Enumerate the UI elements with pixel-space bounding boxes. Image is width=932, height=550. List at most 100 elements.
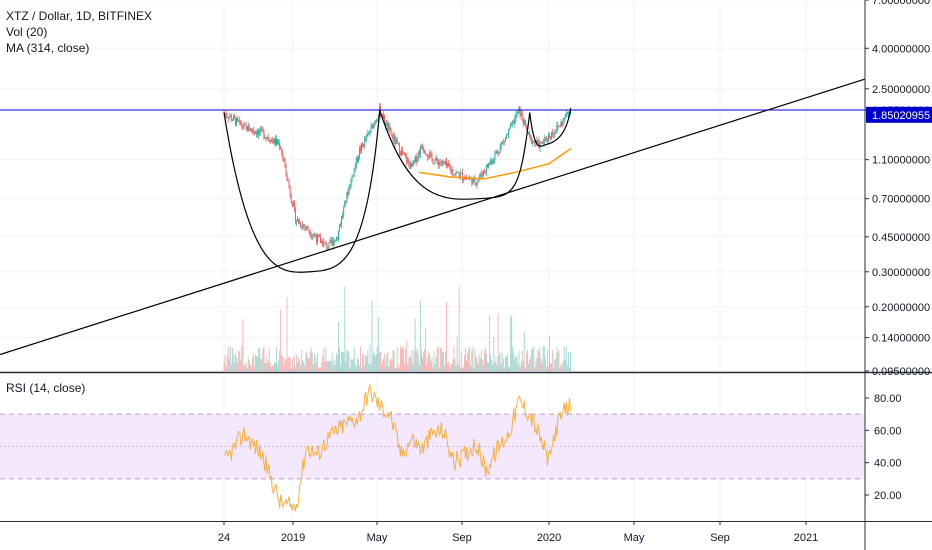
volume-bar xyxy=(501,352,503,371)
volume-bar xyxy=(544,356,546,371)
candle-body xyxy=(502,140,504,142)
volume-bar xyxy=(346,350,348,371)
candle-body xyxy=(413,160,415,162)
volume-bar xyxy=(480,350,482,371)
volume-bar xyxy=(390,358,392,371)
candle-body xyxy=(258,130,260,135)
drawn-overlays[interactable] xyxy=(0,78,866,356)
candle-body xyxy=(309,231,311,236)
volume-bar xyxy=(423,352,424,371)
volume-bar xyxy=(355,366,357,371)
volume-bar xyxy=(428,351,430,371)
candle-body xyxy=(280,147,282,150)
candle-body xyxy=(525,124,527,129)
candle-body xyxy=(307,226,309,231)
volume-bar xyxy=(401,349,402,371)
volume-bar xyxy=(457,363,459,371)
candle-body xyxy=(347,192,349,195)
candle-body xyxy=(264,137,266,139)
volume-bar xyxy=(445,351,446,371)
volume-bar xyxy=(433,351,435,371)
price-tick-label: 7.00000000 xyxy=(872,0,930,7)
candle-body xyxy=(261,128,263,130)
candle-body xyxy=(435,157,437,161)
candle-body xyxy=(561,121,563,125)
volume-bar xyxy=(234,363,235,371)
candle-body xyxy=(361,143,362,152)
candle-body xyxy=(238,119,240,122)
candle-body xyxy=(396,139,398,144)
candle-body xyxy=(409,163,411,169)
candle-body xyxy=(350,179,352,188)
rsi-indicator-label[interactable]: RSI (14, close) xyxy=(6,381,86,395)
candle-body xyxy=(537,140,539,141)
volume-bar xyxy=(408,357,410,371)
volume-bar xyxy=(563,346,565,371)
candle-body xyxy=(446,161,448,166)
volume-bar xyxy=(532,348,534,371)
volume-bar xyxy=(302,360,304,371)
volume-bar xyxy=(347,350,349,371)
volume-bar xyxy=(243,365,245,371)
ma-indicator-label[interactable]: MA (314, close) xyxy=(6,41,90,55)
candle-body xyxy=(290,194,292,202)
candle-body xyxy=(536,140,538,143)
candle-body xyxy=(356,157,358,161)
volume-bar xyxy=(227,346,229,371)
time-tick-label: 2021 xyxy=(794,532,818,544)
candle-body xyxy=(498,152,500,154)
ascending-trendline[interactable] xyxy=(0,78,866,356)
volume-bar xyxy=(387,351,389,371)
candle-body xyxy=(517,110,519,115)
volume-bar xyxy=(376,346,378,371)
volume-bar xyxy=(230,364,232,371)
candle-body xyxy=(343,207,345,215)
volume-bar xyxy=(475,356,477,371)
volume-bar xyxy=(527,349,528,371)
candle-body xyxy=(289,187,291,195)
volume-indicator-label[interactable]: Vol (20) xyxy=(6,25,48,39)
volume-bar xyxy=(350,358,352,371)
volume-bar xyxy=(325,346,327,371)
symbol-title[interactable]: XTZ / Dollar, 1D, BITFINEX xyxy=(6,9,153,23)
volume-bar xyxy=(512,346,514,371)
candle-body xyxy=(257,132,259,135)
candle-body xyxy=(456,171,458,173)
volume-bar xyxy=(339,347,340,371)
volume-bar xyxy=(570,352,571,371)
volume-bar xyxy=(371,300,373,371)
candle-body xyxy=(236,118,238,125)
volume-bar xyxy=(511,315,513,371)
volume-bar xyxy=(326,361,328,371)
volume-bar xyxy=(299,360,301,371)
time-tick-label: 2020 xyxy=(537,532,561,544)
candle-body xyxy=(359,148,360,157)
cup-curve-2[interactable] xyxy=(379,110,531,200)
candle-body xyxy=(512,120,514,124)
volume-bar xyxy=(509,366,511,371)
candle-body xyxy=(335,237,337,242)
volume-bar xyxy=(407,364,409,371)
candle-body xyxy=(296,221,297,222)
candle-body xyxy=(546,140,548,142)
candle-body xyxy=(224,112,226,114)
candle-body xyxy=(431,153,433,159)
candle-body xyxy=(228,116,230,119)
rsi-tick-label: 20.00 xyxy=(874,490,902,502)
volume-bar xyxy=(490,354,492,371)
candle-body xyxy=(277,139,278,145)
volume-bar xyxy=(462,366,464,371)
candle-body xyxy=(370,126,372,133)
cup-curve-3[interactable] xyxy=(529,108,572,147)
volume-bar xyxy=(277,365,278,371)
volume-bar xyxy=(332,365,334,371)
volume-bar xyxy=(500,364,502,371)
volume-bar xyxy=(567,352,569,371)
candle-body xyxy=(447,163,449,166)
candle-body xyxy=(503,140,505,142)
candle-body xyxy=(376,119,378,121)
volume-bar xyxy=(508,366,509,371)
volume-bar xyxy=(535,361,537,371)
cup-curve-1[interactable] xyxy=(223,110,381,273)
candle-body xyxy=(472,178,474,185)
